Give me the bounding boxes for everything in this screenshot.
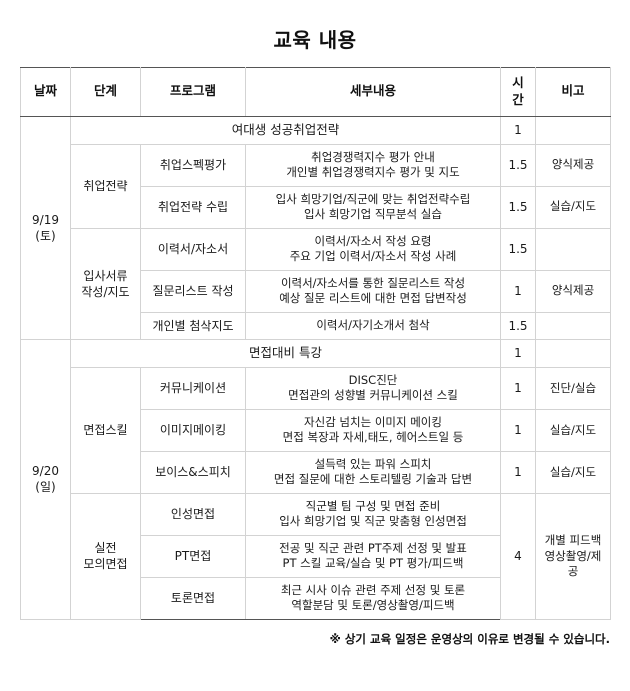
header-row: 날짜 단계 프로그램 세부내용 시간 비고 [20, 67, 611, 117]
cell-detail: 전공 및 직군 관련 PT주제 선정 및 발표 PT 스킬 교육/실습 및 PT… [245, 534, 501, 578]
cell-program: 보이스&스피치 [140, 450, 246, 494]
table-row: 이미지메이킹 자신감 넘치는 이미지 메이킹 면접 복장과 자세,태도, 헤어스트… [21, 408, 611, 452]
column-header-remark: 비고 [535, 67, 611, 117]
cell-hours: 1.5 [500, 311, 536, 340]
cell-program: 취업스펙평가 [140, 143, 246, 187]
education-schedule-table: 날짜 단계 프로그램 세부내용 시간 비고 9/19 (토) 여대생 성공취업전략… [20, 67, 611, 621]
cell-detail: 이력서/자기소개서 첨삭 [245, 311, 501, 340]
cell-special-program: 면접대비 특강 [70, 338, 501, 368]
table-row: 보이스&스피치 설득력 있는 파워 스피치 면접 질문에 대한 스토리텔링 기술과… [21, 450, 611, 494]
column-header-stage: 단계 [70, 67, 141, 117]
cell-stage: 실전 모의면접 [70, 492, 141, 621]
cell-hours: 1 [500, 269, 536, 313]
table-row: 실전 모의면접 인성면접 직군별 팀 구성 및 면접 준비 입사 희망기업 및 직군… [21, 492, 611, 621]
cell-program: 인성면접 [140, 492, 246, 536]
table-row: 9/19 (토) 여대생 성공취업전략 1 [20, 115, 611, 340]
cell-detail: 최근 시사 이슈 관련 주제 선정 및 토론 역할분담 및 토론/영상촬영/피드… [245, 576, 501, 621]
cell-hours: 1 [500, 115, 536, 145]
cell-hours: 1.5 [500, 185, 536, 229]
cell-remark: 개별 피드백 영상촬영/제공 [535, 492, 611, 621]
table-row: 취업전략 취업스펙평가 취업경쟁력지수 평가 안내 개인별 취업경쟁력지수 평가 및… [21, 143, 611, 229]
table-row: PT면접 전공 및 직군 관련 PT주제 선정 및 발표 PT 스킬 교육/실습 … [21, 534, 611, 578]
cell-hours: 1 [500, 366, 536, 410]
cell-detail: 취업경쟁력지수 평가 안내 개인별 취업경쟁력지수 평가 및 지도 [245, 143, 501, 187]
column-header-detail: 세부내용 [245, 67, 501, 117]
schedule-footnote: ※ 상기 교육 일정은 운영상의 이유로 변경될 수 있습니다. [329, 632, 610, 646]
cell-program: PT면접 [140, 534, 246, 578]
cell-program: 취업전략 수립 [140, 185, 246, 229]
table-row: 개인별 첨삭지도 이력서/자기소개서 첨삭 1.5 [21, 311, 611, 340]
cell-program: 질문리스트 작성 [140, 269, 246, 313]
cell-program: 개인별 첨삭지도 [140, 311, 246, 340]
cell-date: 9/19 (토) [20, 115, 71, 340]
cell-hours: 1.5 [500, 143, 536, 187]
column-header-date: 날짜 [20, 67, 71, 117]
table-row: 입사서류 작성/지도 이력서/자소서 이력서/자소서 작성 요령 주요 기업 이력서… [21, 227, 611, 340]
cell-detail: 입사 희망기업/직군에 맞는 취업전략수립 입사 희망기업 직무분석 실습 [245, 185, 501, 229]
cell-program: 토론면접 [140, 576, 246, 621]
cell-stage: 취업전략 [70, 143, 141, 229]
table-row: 질문리스트 작성 이력서/자소서를 통한 질문리스트 작성 예상 질문 리스트에 … [21, 269, 611, 313]
table-row: 면접스킬 커뮤니케이션 DISC진단 면접관의 성향별 커뮤니케이션 스킬 1 진단/실… [21, 366, 611, 494]
page-title: 교육 내용 [273, 28, 357, 52]
cell-remark [535, 338, 611, 368]
cell-remark [535, 311, 611, 340]
cell-remark [535, 115, 611, 145]
cell-date: 9/20 (일) [20, 338, 71, 621]
cell-hours: 4 [500, 492, 536, 621]
cell-hours: 1.5 [500, 227, 536, 271]
cell-program: 이력서/자소서 [140, 227, 246, 271]
cell-detail: 자신감 넘치는 이미지 메이킹 면접 복장과 자세,태도, 헤어스트일 등 [245, 408, 501, 452]
cell-stage: 면접스킬 [70, 366, 141, 494]
cell-detail: 이력서/자소서를 통한 질문리스트 작성 예상 질문 리스트에 대한 면접 답변… [245, 269, 501, 313]
table-row: 토론면접 최근 시사 이슈 관련 주제 선정 및 토론 역할분담 및 토론/영상촬… [21, 576, 611, 621]
cell-hours: 1 [500, 450, 536, 494]
column-header-program: 프로그램 [140, 67, 246, 117]
cell-remark: 실습/지도 [535, 450, 611, 494]
cell-remark: 진단/실습 [535, 366, 611, 410]
cell-program: 이미지메이킹 [140, 408, 246, 452]
cell-detail: 설득력 있는 파워 스피치 면접 질문에 대한 스토리텔링 기술과 답변 [245, 450, 501, 494]
cell-detail: 이력서/자소서 작성 요령 주요 기업 이력서/자소서 작성 사례 [245, 227, 501, 271]
cell-remark [535, 227, 611, 271]
table-header: 날짜 단계 프로그램 세부내용 시간 비고 [20, 67, 611, 117]
cell-remark: 실습/지도 [535, 408, 611, 452]
table-row: 취업전략 수립 입사 희망기업/직군에 맞는 취업전략수립 입사 희망기업 직무분… [21, 185, 611, 229]
table-body: 9/19 (토) 여대생 성공취업전략 1 취업전략 취업스펙평가 취업경쟁력지수 평가 … [20, 115, 611, 621]
cell-remark: 실습/지도 [535, 185, 611, 229]
table-row: 9/20 (일) 면접대비 특강 1 [20, 338, 611, 621]
cell-stage: 입사서류 작성/지도 [70, 227, 141, 340]
cell-program: 커뮤니케이션 [140, 366, 246, 410]
cell-detail: DISC진단 면접관의 성향별 커뮤니케이션 스킬 [245, 366, 501, 410]
cell-remark: 양식제공 [535, 269, 611, 313]
cell-special-program: 여대생 성공취업전략 [70, 115, 501, 145]
cell-detail: 직군별 팀 구성 및 면접 준비 입사 희망기업 및 직군 맞춤형 인성면접 [245, 492, 501, 536]
cell-hours: 1 [500, 338, 536, 368]
cell-hours: 1 [500, 408, 536, 452]
column-header-hours: 시간 [500, 67, 536, 117]
cell-remark: 양식제공 [535, 143, 611, 187]
